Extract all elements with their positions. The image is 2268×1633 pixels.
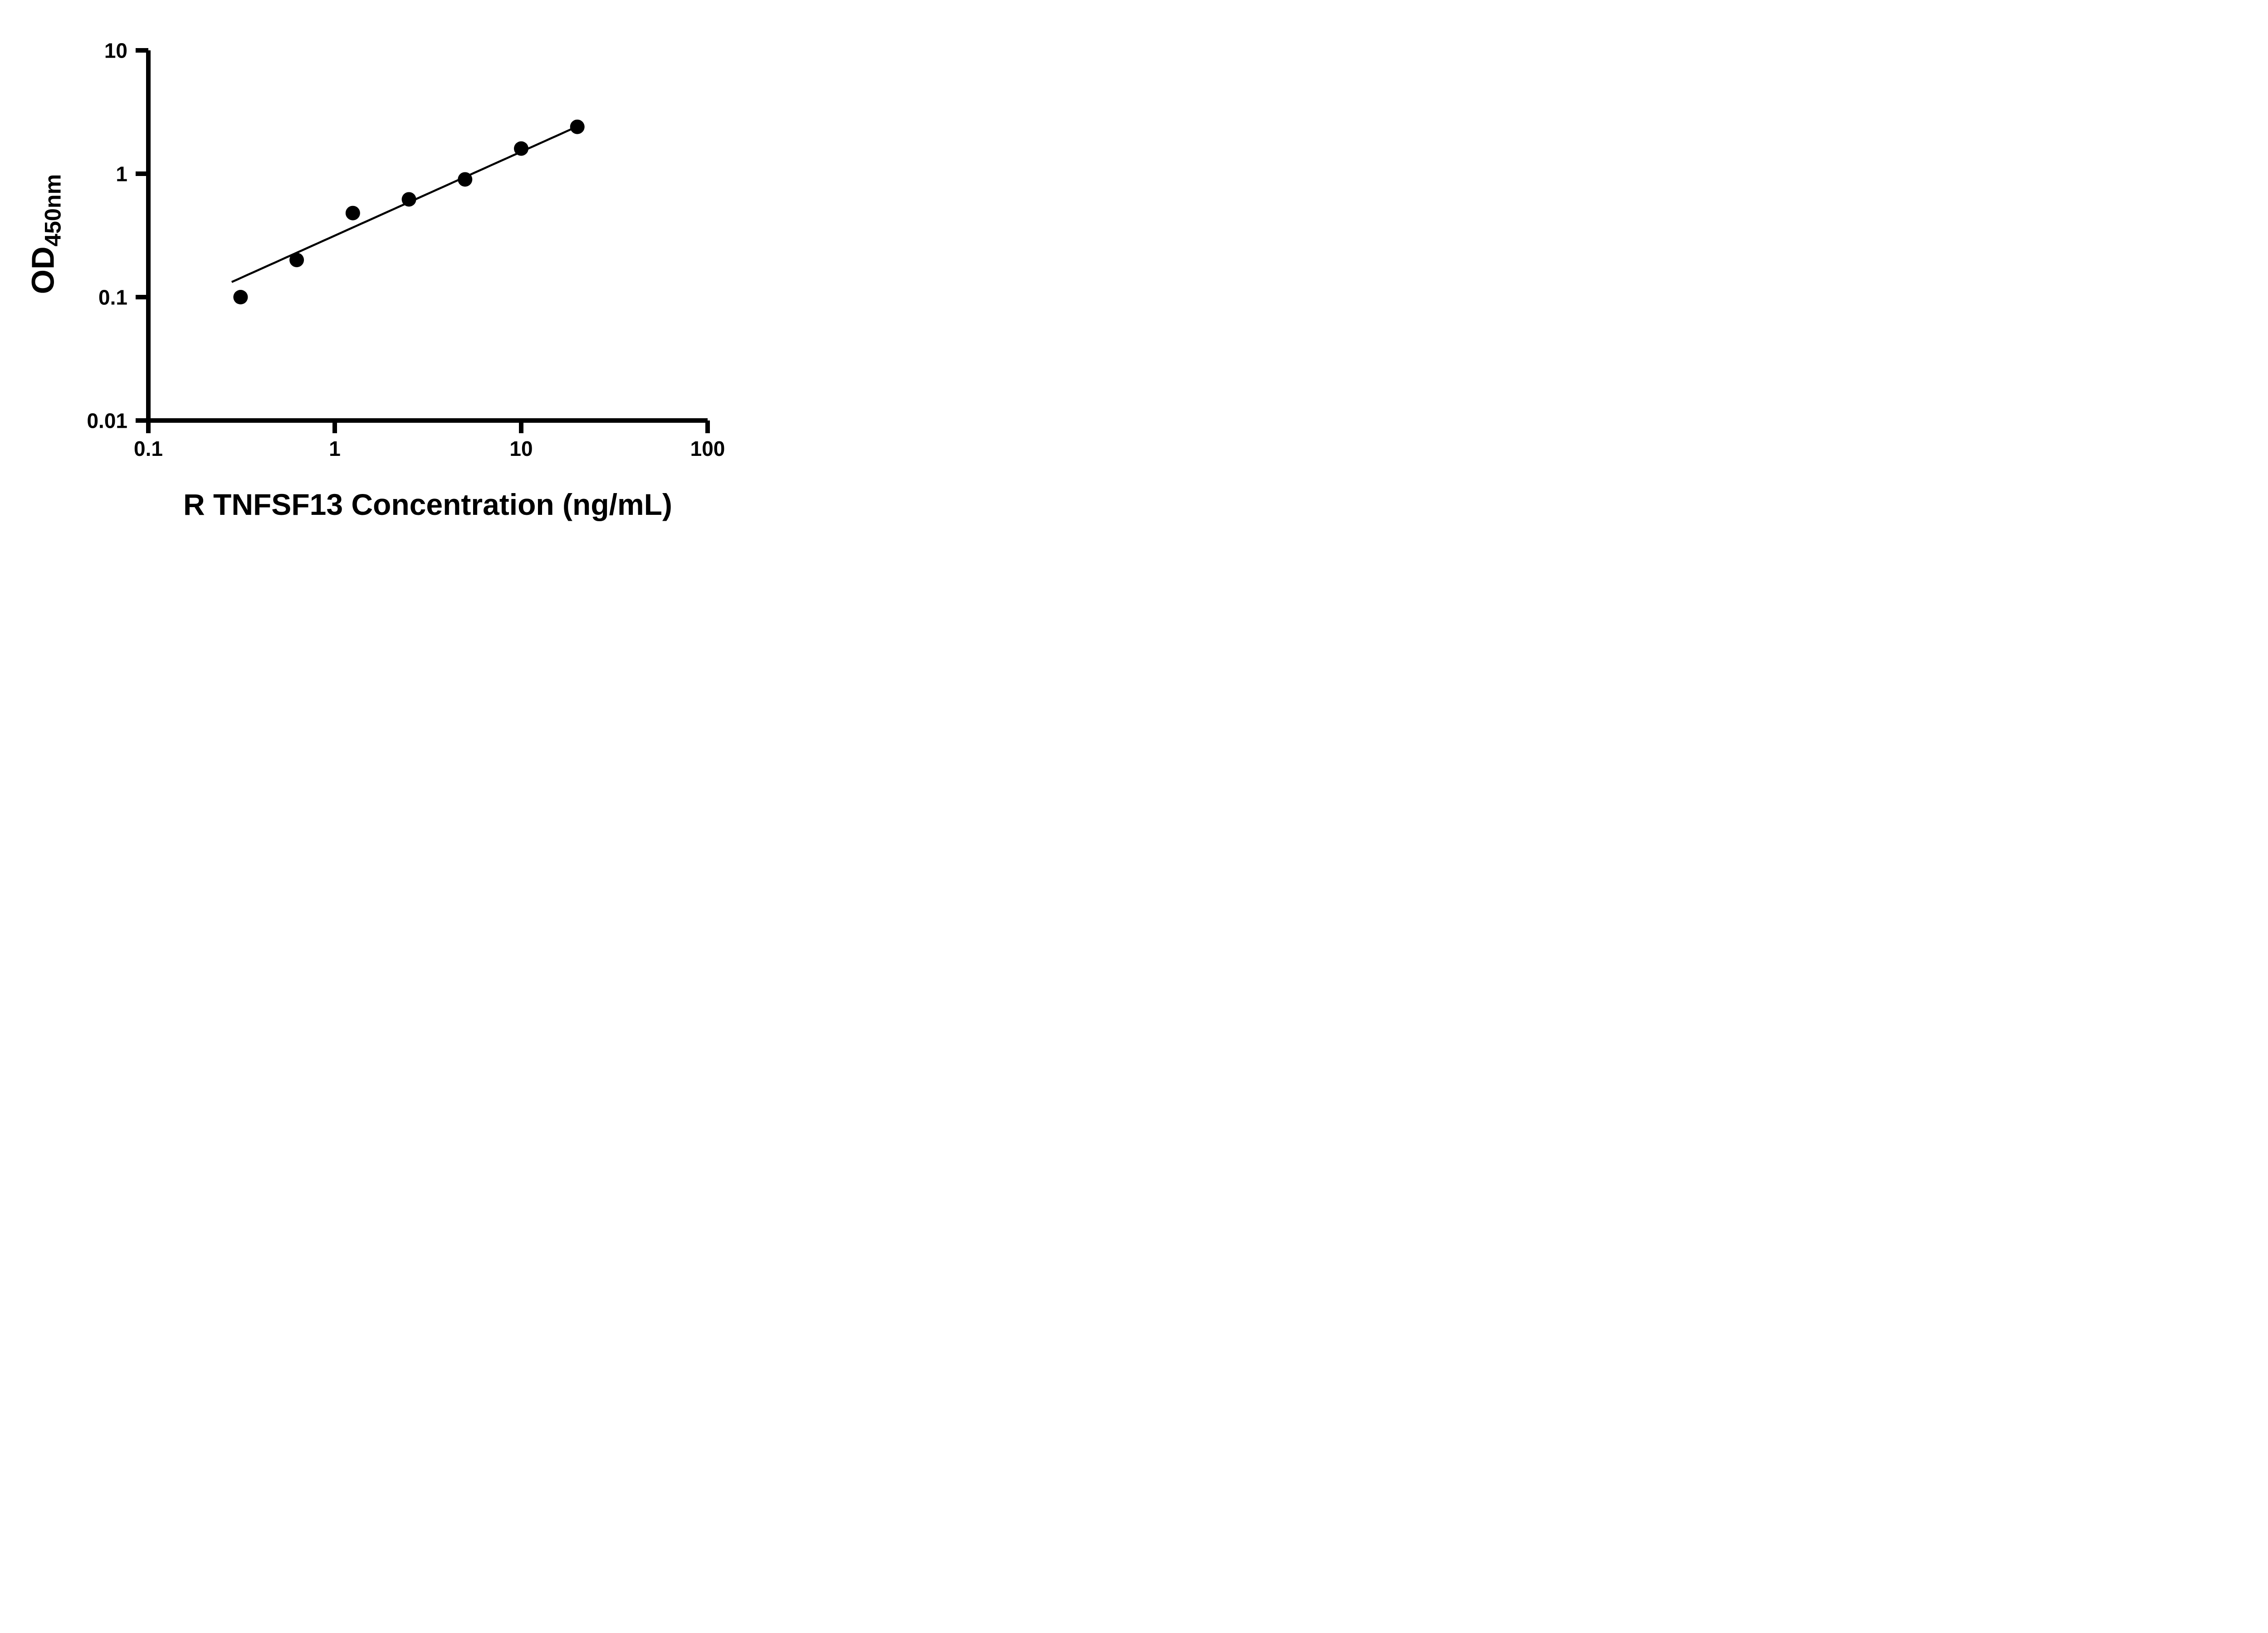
data-point	[514, 141, 528, 156]
y-tick-label: 10	[104, 39, 127, 63]
elisa-standard-curve-figure: 0.1 1 10 100 0.01 0.1 1 10 OD450nm R TNFSF13 Co…	[0, 0, 777, 544]
axes	[146, 50, 708, 423]
y-tick-label: 1	[116, 162, 127, 186]
y-axis-title-subscript: 450nm	[39, 174, 66, 247]
y-axis-title-main: OD	[25, 246, 61, 294]
data-point	[458, 172, 473, 187]
data-point	[289, 253, 304, 268]
data-point	[401, 192, 416, 207]
y-tick-label: 0.1	[98, 286, 127, 309]
x-tick-label: 0.1	[134, 437, 163, 460]
x-axis-title: R TNFSF13 Concentration (ng/mL)	[183, 488, 672, 521]
x-tick-label: 1	[329, 437, 341, 460]
x-tick-label: 100	[690, 437, 725, 460]
data-point	[233, 290, 248, 304]
data-point	[570, 119, 585, 134]
data-point	[345, 205, 360, 220]
y-axis-title: OD450nm	[25, 174, 66, 294]
plot-area: 0.1 1 10 100 0.01 0.1 1 10	[87, 39, 725, 461]
x-tick-label: 10	[509, 437, 533, 460]
y-tick-label: 0.01	[87, 409, 127, 433]
